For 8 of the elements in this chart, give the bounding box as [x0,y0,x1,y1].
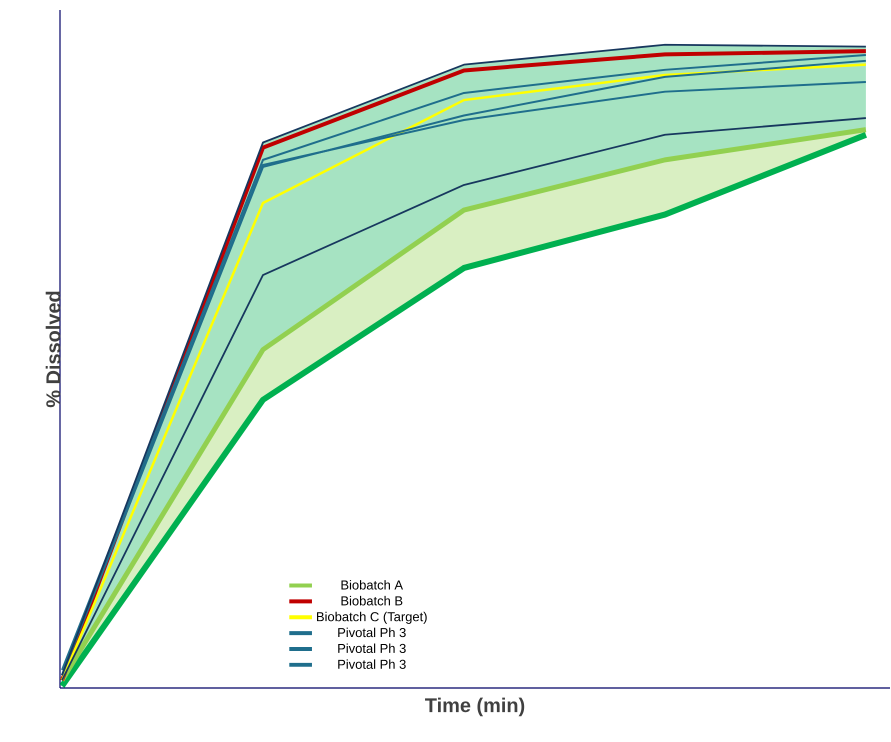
legend-label: Pivotal Ph 3 [338,644,406,654]
legend-label: Biobatch A [341,580,404,590]
legend-label: Biobatch C (Target) [317,612,427,624]
y-axis-title: % Dissolved [46,292,60,408]
legend-label: Biobatch B [341,596,402,606]
legend-label: Pivotal Ph 3 [338,659,406,669]
x-axis-title: Time (min) [425,698,524,716]
legend-label: Pivotal Ph 3 [338,628,406,638]
